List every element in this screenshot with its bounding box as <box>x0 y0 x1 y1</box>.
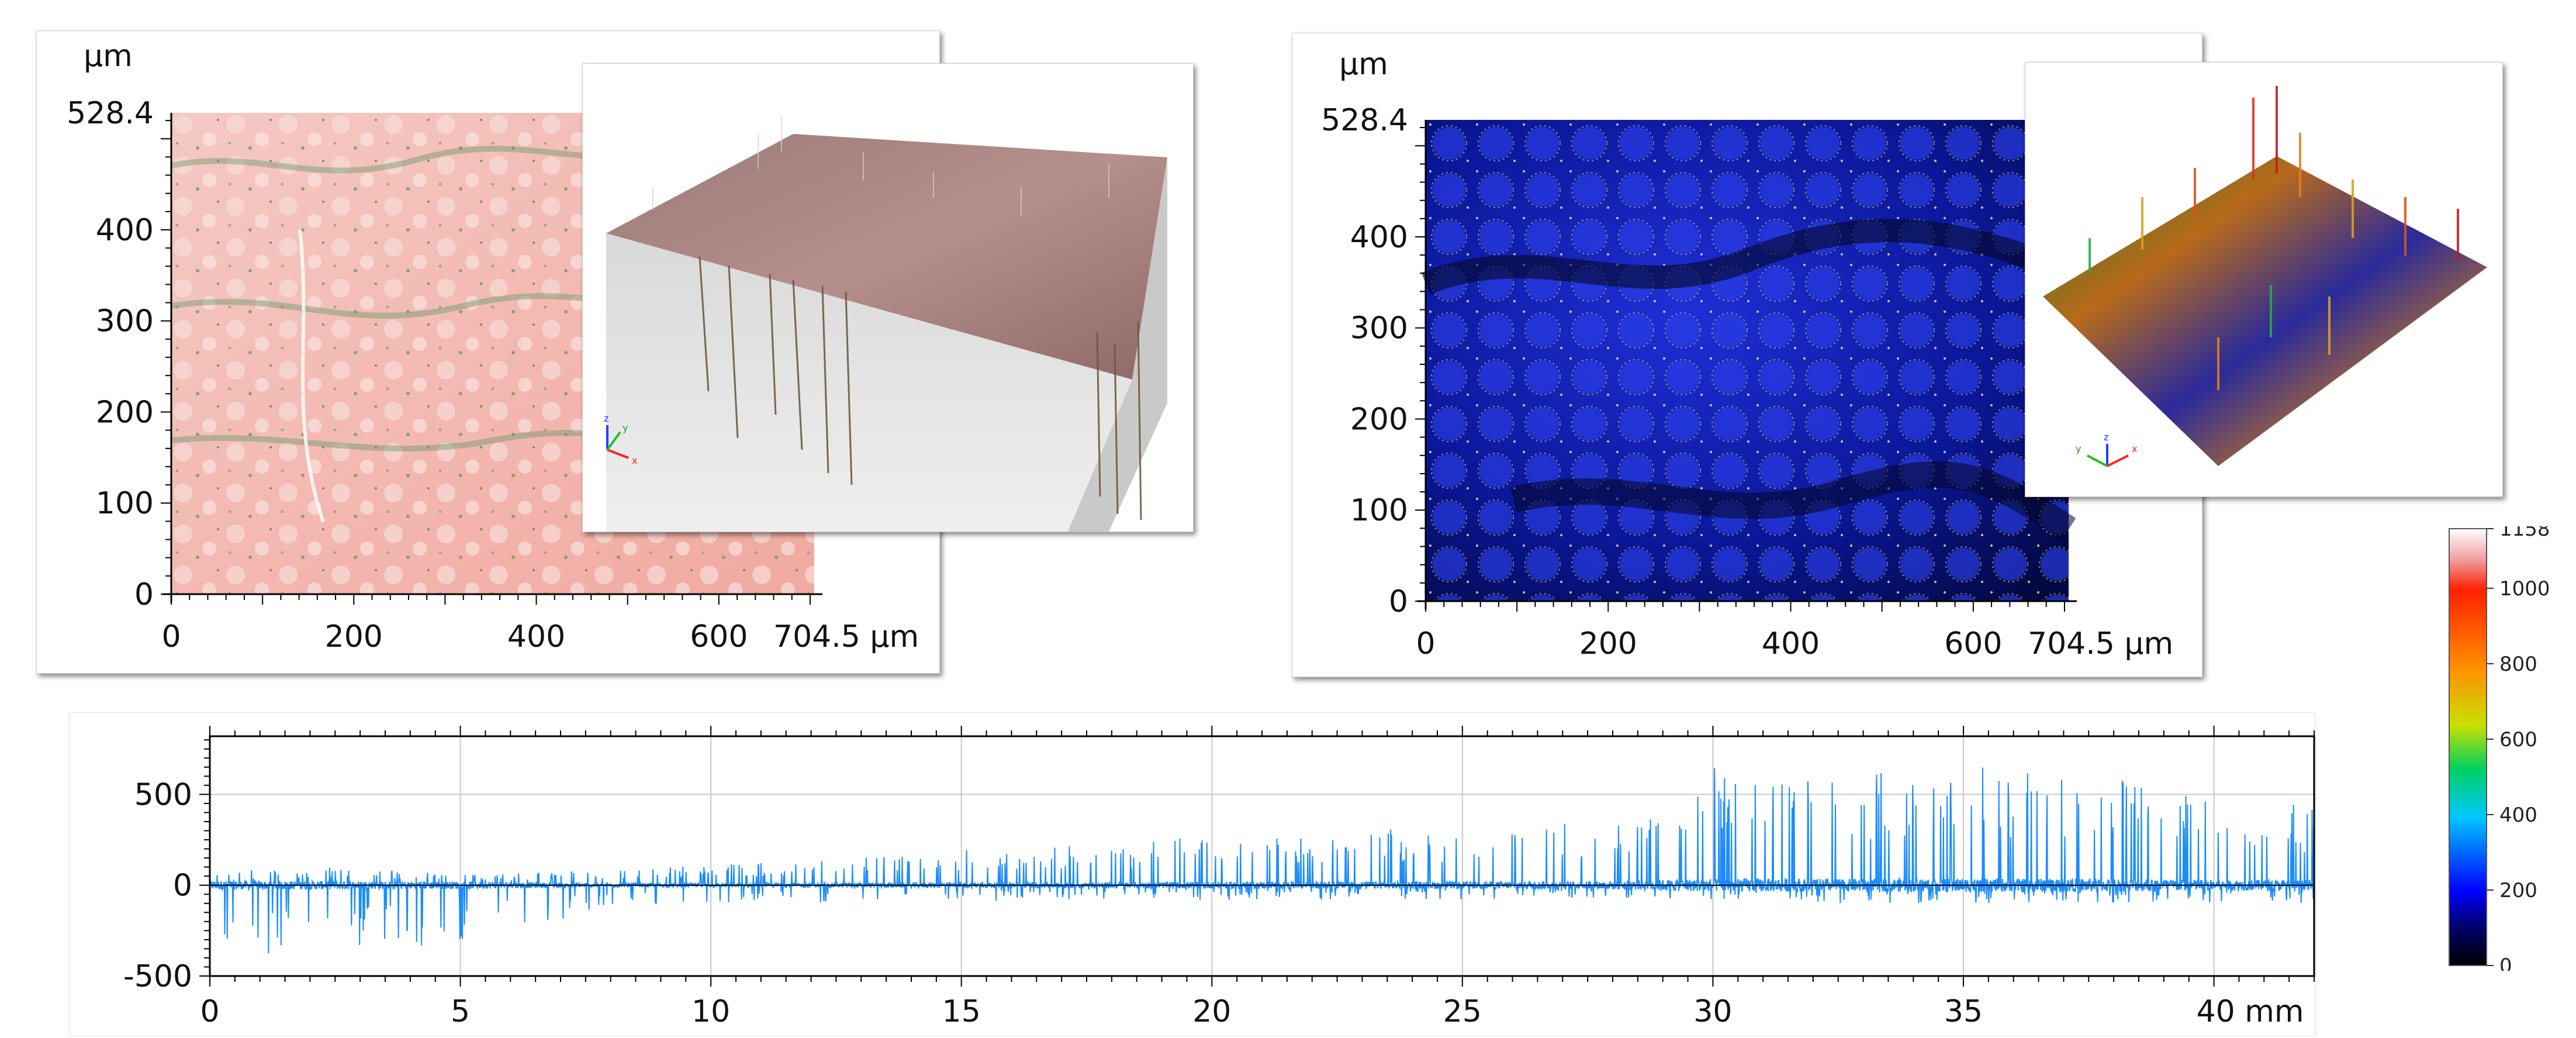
left-3d-side-wall <box>1068 157 1167 532</box>
profile-x-tick-label: 30 <box>1693 994 1732 1029</box>
left-map-crack <box>298 229 325 523</box>
right-map-texture <box>1426 120 2069 601</box>
left-map-x-tick-label: 400 <box>507 619 565 654</box>
right-map-x-tick-label: 0 <box>1416 626 1435 661</box>
left-3d-peaks <box>652 116 1109 216</box>
colorbar-tick-label: 800 <box>2499 653 2537 676</box>
right-map-y-tick-label: 300 <box>1350 311 1408 346</box>
left-map-x-tick-label: 200 <box>325 619 383 654</box>
colorbar: 1158 1000 800 600 400 200 0 <box>2441 518 2570 978</box>
colorbar-tick-label: 1000 <box>2499 577 2550 601</box>
left-map-y-tick-label: 200 <box>96 395 154 430</box>
right-3d-peaks <box>2089 86 2459 390</box>
right-3d-y-label: y <box>2076 443 2081 454</box>
left-3d-front-wall <box>606 233 1132 532</box>
left-map-y-unit: µm <box>84 39 133 74</box>
left-map-y-tick-label: 528.4 <box>67 96 154 131</box>
profile-series <box>209 767 2315 954</box>
colorbar-tick-label: 0 <box>2499 954 2512 971</box>
profile-x-tick-label: 40 mm <box>2197 994 2304 1029</box>
left-map-y-tick-label: 300 <box>96 304 154 339</box>
left-3d-axis-triad: z y x <box>604 413 637 466</box>
right-map-dark-band-2 <box>1510 461 2076 540</box>
left-3d-view: z y x <box>604 116 1167 532</box>
right-map-x-tick-label: 200 <box>1579 626 1637 661</box>
right-3d-z-label: z <box>2104 432 2108 443</box>
left-map-axes: 0 100 200 300 400 528.4 0 200 400 600 704.5 µm <box>67 96 919 654</box>
right-map-y-tick-label: 0 <box>1389 584 1408 619</box>
right-map-axes: 0 100 200 300 400 528.4 0 200 400 600 704.5 µm <box>1321 103 2173 661</box>
profile-x-tick-label: 25 <box>1443 994 1482 1029</box>
colorbar-ticks: 1158 1000 800 600 400 200 0 <box>2487 518 2550 978</box>
colorbar-tick-label: 400 <box>2499 803 2537 827</box>
left-3d-x-label: x <box>632 455 637 466</box>
left-map-y-tick-label: 0 <box>134 577 154 612</box>
left-3d-surface <box>606 134 1167 380</box>
profile-x-tick-label: 20 <box>1192 994 1231 1029</box>
right-3d-inset: z y x <box>2025 62 2503 497</box>
right-map-x-tick-label: 400 <box>1762 626 1820 661</box>
left-3d-y-label: y <box>623 422 628 433</box>
left-map-x-unit-label: 704.5 µm <box>773 619 919 654</box>
right-map-plot <box>1421 120 2076 601</box>
profile-x-tick-label: 10 <box>691 994 730 1029</box>
right-map-y-tick-label: 100 <box>1350 493 1408 528</box>
right-3d-x-label: x <box>2132 443 2137 454</box>
left-3d-spikes <box>699 256 1142 520</box>
right-map-y-tick-label: 528.4 <box>1321 103 1408 138</box>
profile-x-tick-label: 35 <box>1944 994 1983 1029</box>
profile-x-tick-label: 5 <box>451 994 470 1029</box>
right-map-x-unit-label: 704.5 µm <box>2028 626 2173 661</box>
colorbar-tick-label: 200 <box>2499 879 2537 902</box>
right-map-x-tick-label: 600 <box>1944 626 2002 661</box>
profile-y-tick-label: -500 <box>123 959 192 994</box>
right-map-dark-band-1 <box>1421 219 2073 295</box>
left-map-x-tick-label: 600 <box>690 619 748 654</box>
profile-panel: 0 5 10 15 20 25 30 35 40 mm -500 0 500 <box>69 712 2316 1036</box>
right-map-y-tick-label: 400 <box>1350 220 1408 255</box>
profile-x-tick-label: 15 <box>942 994 981 1029</box>
colorbar-tick-label: 600 <box>2499 728 2537 751</box>
left-map-y-tick-label: 400 <box>96 213 154 248</box>
right-map-y-tick-label: 200 <box>1350 402 1408 437</box>
colorbar-svg: 1158 1000 800 600 400 200 0 <box>2449 518 2550 978</box>
left-3d-z-label: z <box>604 413 608 424</box>
colorbar-tick-label: 1158 <box>2499 526 2550 541</box>
profile-x-tick-label: 0 <box>200 994 219 1029</box>
right-3d-view: z y x <box>2043 86 2487 467</box>
right-map-y-unit: µm <box>1339 47 1388 82</box>
right-3d-axis-triad: z y x <box>2076 432 2137 467</box>
left-map-y-tick-label: 100 <box>96 486 154 521</box>
profile-y-tick-label: 500 <box>134 777 192 812</box>
profile-y-tick-label: 0 <box>173 868 192 903</box>
profile-line <box>209 767 2315 954</box>
left-map-x-tick-label: 0 <box>161 619 181 654</box>
right-3d-surface <box>2043 156 2487 466</box>
left-3d-inset: z y x <box>582 63 1194 532</box>
colorbar-gradient <box>2449 528 2487 966</box>
right-map-chart: µm 0 100 200 300 400 528.4 0 200 400 600 704.5 µm <box>1321 47 2173 661</box>
